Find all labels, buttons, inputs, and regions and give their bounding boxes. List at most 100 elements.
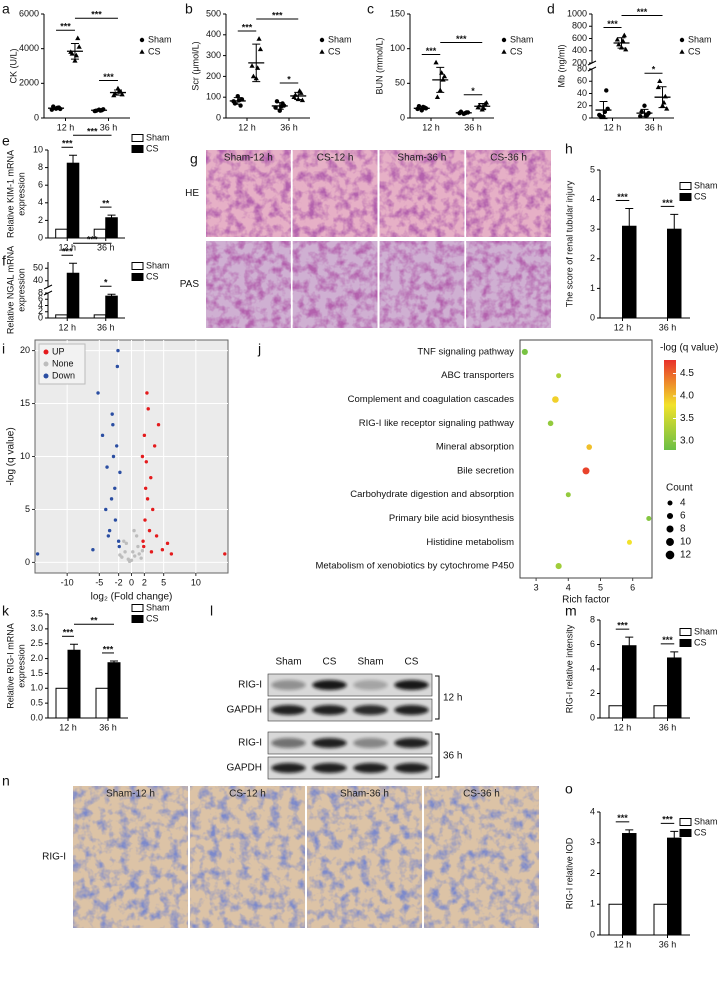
significance-label: *** [617,621,628,631]
data-point [104,507,108,512]
y-tick-label: 15 [20,398,30,408]
y-tick-label: 20 [577,100,587,110]
data-point [132,528,136,533]
data-point [116,348,120,353]
y-tick-label: 4000 [19,43,39,53]
y-tick-label: 8 [38,287,43,297]
data-point [152,444,157,448]
lane-label: Sham [275,657,301,668]
size-legend-label: 12 [680,550,692,561]
y-tick-label: 2000 [19,78,39,88]
error-bar [69,154,78,164]
data-point [146,407,150,411]
data-point [149,550,154,554]
data-point [156,423,161,427]
legend-label: Sham [694,816,718,826]
y-tick-label: 150 [390,8,405,18]
panel-letter: l [210,603,213,619]
legend-label: Sham [328,34,352,44]
panel-letter: k [2,603,10,619]
y-tick-label: 5 [25,504,30,514]
data-point [110,412,114,416]
data-point [319,37,325,43]
legend-marker [43,361,49,367]
data-point [143,486,148,490]
y-tick-label: ABC transporters [441,370,514,381]
bar [622,225,637,319]
sd-bar [617,37,626,49]
y-tick-label: Metabolism of xenobiotics by cytochrome … [315,561,514,572]
y-tick-label: Histidine metabolism [426,537,514,548]
y-tick-label: Complement and coagulation cascades [348,394,515,405]
y-tick-label: 40 [577,88,587,98]
y-tick-label: 0 [590,929,595,939]
x-tick-label: -10 [61,577,74,587]
data-point [145,391,149,395]
significance-label: *** [456,34,467,44]
data-point [139,49,145,54]
bar [95,687,109,719]
y-tick-label: 2 [38,306,43,316]
sd-bar [599,100,608,120]
significance-label: *** [637,7,648,17]
data-point [249,63,255,68]
data-point [256,36,262,41]
column-label: CS-36 h [463,789,500,800]
blot-band [394,680,429,690]
data-point [160,548,165,552]
x-tick-label: 36 h [99,722,117,732]
data-point [111,423,115,427]
bubble [547,420,554,427]
legend-marker [43,349,49,355]
blot-band [312,738,347,748]
data-point [149,475,153,480]
data-point [623,46,629,52]
micrograph-texture [206,150,291,237]
y-axis-label: RIG-I relative intensity [564,624,574,713]
sd-bar [640,108,649,118]
bar [622,645,637,719]
y-tick-label: 20 [20,345,30,355]
panel-letter: b [185,1,193,17]
data-point [232,101,238,106]
x-tick-label: 4 [566,582,571,592]
panel-letter: c [367,1,374,17]
plot-frame [519,339,653,579]
group-label: 12 h [443,693,462,704]
significance-label: *** [617,813,628,823]
data-point [107,528,112,533]
error-bar [625,636,634,646]
blot-band [271,705,306,715]
data-point [106,534,111,538]
significance-label: * [104,278,108,288]
bar [55,228,68,239]
x-axis-label: log₂ (Fold change) [91,592,173,603]
size-legend-label: 6 [680,511,686,522]
data-point [299,97,306,103]
legend-swatch [131,145,144,153]
y-axis-label: Mb (ng/ml) [556,44,566,87]
legend-label: Sham [510,34,534,44]
data-point [223,552,227,556]
legend-label: Sham [148,34,172,44]
bar [653,903,668,936]
data-point [145,497,150,501]
color-legend-label: 4.0 [680,391,694,402]
legend-swatch [679,818,692,826]
y-axis-label: RIG-I relative IOD [564,837,574,909]
y-tick-label: 2 [590,868,595,878]
bubble [626,539,632,545]
x-tick-label: 6 [630,582,635,592]
legend-label: UP [52,346,65,356]
bubble [521,348,528,355]
y-tick-label: 1000 [567,8,587,18]
error-bar [110,660,118,663]
legend-swatch [131,134,144,142]
x-tick-label: 12 h [57,122,75,132]
blot-band [312,763,347,773]
data-point [657,78,663,84]
sd-bar [658,86,667,109]
bar [667,837,682,936]
data-point [638,113,643,119]
